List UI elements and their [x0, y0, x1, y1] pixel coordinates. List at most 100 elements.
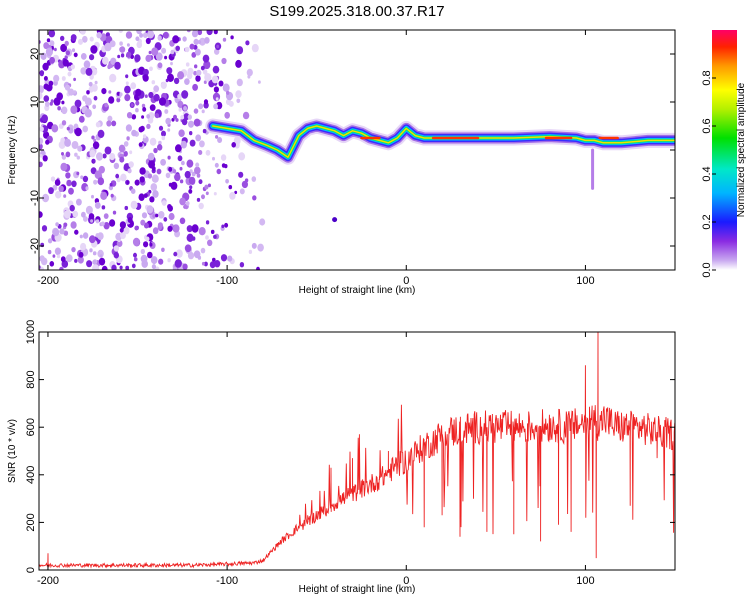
noise-speckle — [89, 36, 94, 42]
noise-speckle — [66, 254, 73, 263]
noise-speckle — [78, 251, 84, 258]
noise-speckle — [116, 177, 121, 183]
noise-speckle — [60, 137, 66, 144]
noise-speckle — [122, 150, 128, 157]
noise-speckle — [61, 154, 67, 160]
noise-speckle — [82, 35, 88, 43]
noise-speckle — [94, 80, 98, 85]
noise-speckle — [86, 90, 90, 95]
noise-speckle — [161, 200, 167, 206]
noise-speckle — [175, 249, 183, 258]
noise-speckle — [132, 237, 140, 247]
noise-speckle — [259, 218, 266, 226]
spec-x-tick-label: -200 — [37, 275, 59, 287]
noise-speckle — [225, 179, 230, 184]
noise-speckle — [60, 35, 65, 42]
noise-speckle — [141, 212, 148, 219]
noise-speckle — [178, 129, 185, 137]
noise-speckle — [125, 81, 129, 85]
noise-speckle — [210, 229, 215, 234]
noise-speckle — [128, 161, 134, 168]
snr-plot-area — [39, 332, 675, 569]
noise-speckle — [221, 57, 227, 65]
noise-speckle — [160, 158, 167, 166]
noise-speckle — [149, 242, 153, 247]
noise-speckle — [216, 44, 220, 49]
noise-speckle — [125, 31, 133, 39]
noise-speckle — [43, 83, 49, 90]
noise-speckle — [95, 233, 100, 238]
noise-speckle — [79, 30, 86, 35]
noise-speckle — [113, 162, 120, 170]
noise-speckle — [100, 191, 108, 200]
noise-speckle — [230, 35, 234, 40]
noise-speckle — [45, 139, 50, 145]
noise-speckle — [116, 240, 123, 247]
noise-speckle — [74, 229, 79, 235]
noise-speckle — [155, 52, 163, 61]
noise-speckle — [89, 54, 95, 61]
noise-speckle — [153, 147, 158, 154]
noise-speckle — [198, 227, 206, 236]
noise-speckle — [107, 115, 113, 122]
noise-speckle — [175, 45, 180, 51]
noise-speckle — [82, 125, 88, 133]
noise-speckle — [185, 201, 190, 206]
noise-speckle — [97, 129, 105, 138]
noise-speckle — [201, 261, 205, 266]
noise-speckle — [195, 134, 202, 142]
noise-speckle — [91, 135, 95, 140]
noise-speckle — [164, 109, 169, 114]
noise-speckle — [126, 112, 133, 119]
noise-speckle — [93, 95, 98, 101]
snr-x-tick-label: -200 — [37, 575, 59, 587]
noise-speckle — [198, 150, 203, 155]
noise-speckle — [74, 258, 78, 263]
colorbar-tick-label: 0.8 — [701, 70, 713, 85]
noise-speckle — [161, 135, 166, 141]
colorbar-tick-label: 0.0 — [701, 262, 713, 277]
spectrogram-x-label: Height of straight line (km) — [299, 285, 416, 296]
spec-y-tick-label: -20 — [29, 238, 41, 254]
noise-speckle — [39, 161, 43, 168]
noise-speckle — [76, 155, 81, 160]
noise-speckle — [181, 118, 188, 126]
noise-speckle — [189, 169, 193, 174]
noise-speckle — [157, 144, 163, 151]
noise-speckle — [202, 69, 208, 75]
noise-speckle — [56, 254, 61, 259]
noise-speckle — [221, 224, 225, 229]
noise-speckle — [189, 131, 193, 136]
noise-speckle — [177, 71, 185, 80]
noise-speckle — [228, 100, 234, 107]
spec-x-tick-label: 100 — [576, 275, 594, 287]
noise-speckle — [151, 80, 156, 85]
noise-speckle — [70, 64, 76, 70]
noise-speckle — [61, 100, 65, 105]
noise-speckle — [157, 224, 162, 231]
noise-speckle — [158, 211, 165, 219]
noise-speckle — [184, 244, 192, 253]
noise-speckle — [227, 255, 233, 262]
noise-speckle — [85, 186, 89, 191]
noise-speckle — [157, 62, 163, 69]
noise-speckle — [142, 32, 148, 38]
noise-speckle — [192, 83, 199, 91]
noise-speckle — [165, 172, 171, 179]
noise-speckle — [55, 222, 59, 227]
noise-speckle — [91, 68, 98, 76]
noise-speckle — [212, 65, 220, 74]
noise-speckle — [135, 88, 142, 97]
noise-speckle — [202, 128, 207, 134]
noise-speckle — [150, 183, 158, 191]
noise-speckle — [57, 106, 61, 111]
noise-speckle — [133, 257, 138, 262]
noise-speckle — [217, 137, 223, 143]
noise-speckle — [130, 82, 137, 90]
noise-speckle — [213, 234, 217, 239]
noise-speckle — [196, 173, 201, 178]
noise-speckle — [213, 86, 219, 93]
noise-speckle — [104, 42, 112, 52]
